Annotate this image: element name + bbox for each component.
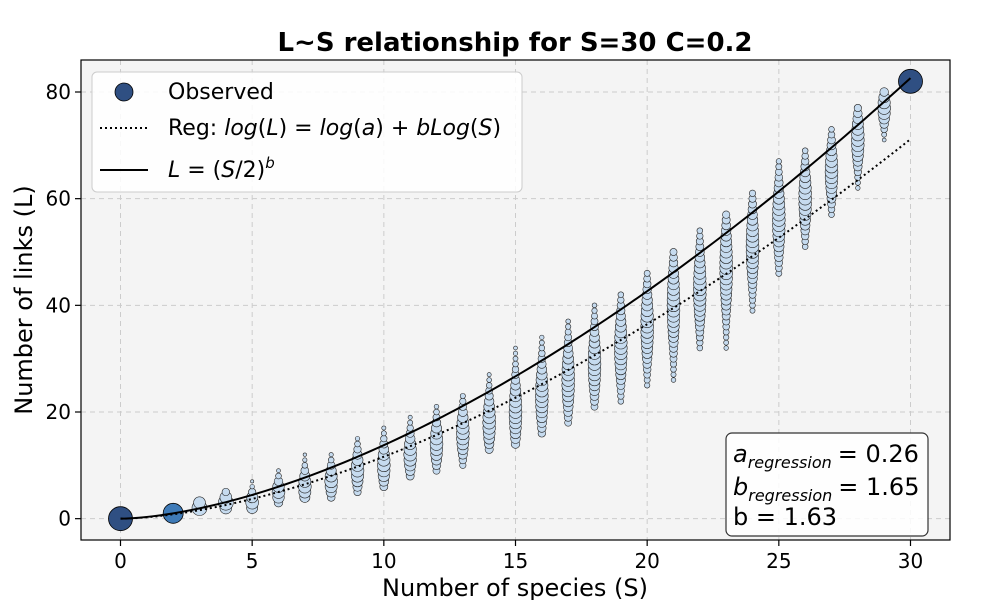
y-axis-label: Number of links (L): [10, 185, 38, 414]
observed-point: [434, 409, 440, 415]
chart-title: L~S relationship for S=30 C=0.2: [277, 28, 752, 58]
observed-point: [565, 324, 570, 329]
observed-point: [882, 138, 886, 142]
observed-point: [565, 329, 571, 335]
observed-point: [671, 372, 676, 377]
observed-point: [776, 164, 782, 170]
observed-point: [671, 378, 676, 383]
observed-point: [408, 420, 413, 425]
observed-point: [722, 211, 729, 218]
y-tick-label: 20: [46, 400, 71, 424]
legend-observed-marker: [115, 83, 133, 101]
observed-point: [381, 435, 387, 441]
observed-point: [591, 313, 597, 319]
observed-point: [566, 319, 571, 324]
observed-point: [329, 453, 333, 457]
observed-point: [407, 425, 413, 431]
observed-point: [487, 373, 491, 377]
x-tick-label: 0: [114, 549, 127, 573]
observed-point: [724, 346, 729, 351]
observed-point: [750, 308, 755, 313]
observed-point: [802, 148, 808, 154]
observed-point: [303, 453, 306, 456]
observed-point: [328, 457, 334, 463]
observed-point: [251, 480, 254, 483]
observed-point: [776, 159, 781, 164]
x-tick-label: 30: [898, 549, 923, 573]
x-tick-label: 10: [371, 549, 396, 573]
observed-point: [382, 426, 386, 430]
x-tick-label: 15: [503, 549, 528, 573]
observed-point: [592, 303, 597, 308]
observed-point: [460, 398, 466, 404]
observed-point: [899, 69, 923, 93]
observed-point: [856, 186, 861, 191]
legend-observed-label: Observed: [168, 80, 274, 105]
observed-point: [434, 404, 439, 409]
observed-point: [723, 335, 729, 341]
observed-point: [670, 248, 677, 255]
x-tick-label: 25: [766, 549, 791, 573]
observed-point: [513, 356, 518, 361]
legend: Observed Reg: log(L) = log(a) + bLog(S) …: [92, 72, 522, 192]
observed-point: [724, 340, 729, 345]
observed-point: [250, 484, 255, 489]
observed-point: [277, 469, 281, 473]
observed-point: [540, 335, 544, 339]
observed-point: [303, 458, 307, 462]
observed-point: [880, 88, 889, 97]
b-power-text: b = 1.63: [733, 503, 837, 531]
observed-point: [644, 383, 649, 388]
observed-point: [539, 340, 544, 345]
observed-point: [487, 378, 492, 383]
observed-point: [829, 126, 835, 132]
observed-point: [460, 393, 465, 398]
x-tick-label: 5: [246, 549, 259, 573]
observed-point: [697, 228, 703, 234]
x-axis-label: Number of species (S): [382, 574, 648, 600]
y-tick-label: 80: [46, 80, 71, 104]
y-tick-label: 0: [58, 507, 71, 531]
observed-point: [222, 488, 230, 496]
observed-point: [644, 270, 650, 276]
observed-point: [513, 361, 519, 367]
observed-point: [513, 351, 517, 355]
observed-point: [592, 308, 597, 313]
observed-point: [749, 190, 755, 196]
legend-power-label: L = (S/2)b: [168, 154, 275, 183]
observed-point: [355, 436, 360, 441]
observed-point: [539, 345, 545, 351]
y-tick-label: 40: [46, 293, 71, 317]
observed-point: [302, 462, 308, 468]
x-tick-label: 20: [634, 549, 659, 573]
legend-regression-label: Reg: log(L) = log(a) + bLog(S): [168, 116, 501, 141]
stats-annotation: aregression = 0.26 bregression = 1.65 b = …: [726, 433, 928, 536]
observed-point: [854, 104, 861, 111]
y-tick-label: 60: [46, 187, 71, 211]
observed-point: [355, 441, 361, 447]
observed-point: [514, 346, 518, 350]
observed-point: [408, 415, 412, 419]
observed-point: [486, 382, 492, 388]
observed-point: [276, 473, 282, 479]
observed-point: [381, 431, 386, 436]
observed-point: [618, 292, 624, 298]
